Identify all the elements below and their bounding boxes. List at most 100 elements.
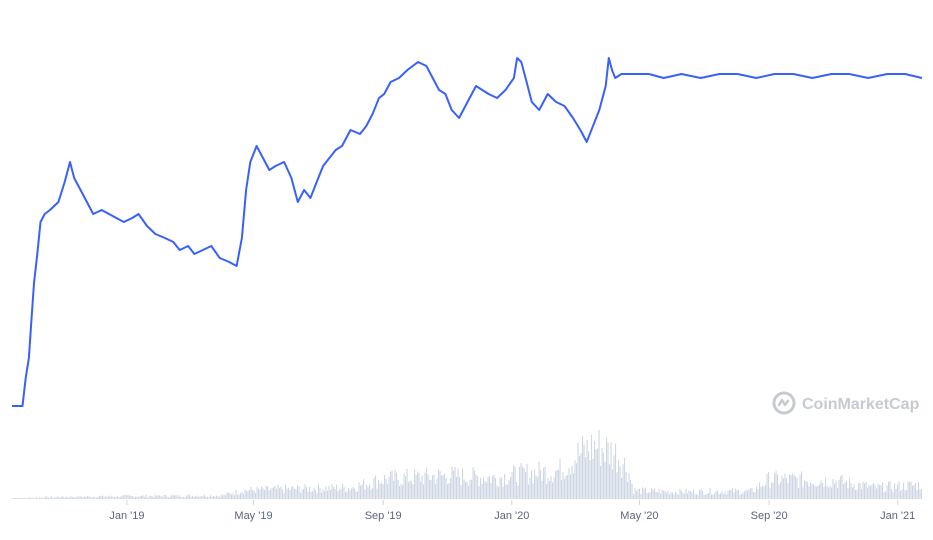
volume-bar	[159, 495, 161, 499]
volume-bar	[615, 443, 617, 499]
volume-bar	[787, 483, 789, 499]
volume-bar	[793, 475, 795, 499]
volume-bar	[133, 497, 135, 499]
volume-bar	[424, 472, 426, 499]
volume-bar	[352, 487, 354, 499]
volume-bar	[339, 489, 341, 499]
volume-bar	[135, 496, 137, 499]
volume-bar	[252, 489, 254, 499]
volume-bar	[570, 474, 572, 499]
volume-bar	[49, 497, 51, 499]
volume-bar	[537, 477, 539, 499]
volume-bar	[439, 470, 441, 499]
volume-bar	[859, 483, 861, 499]
volume-bar	[402, 485, 404, 499]
volume-bar	[684, 493, 686, 499]
volume-bar	[885, 491, 887, 499]
volume-bar	[649, 491, 651, 499]
volume-bar	[846, 480, 848, 499]
volume-bar	[114, 496, 116, 499]
volume-bar	[186, 495, 188, 499]
volume-bar	[463, 479, 465, 499]
volume-bar	[192, 495, 194, 499]
volume-bar	[435, 484, 437, 499]
watermark-text: CoinMarketCap	[802, 396, 920, 413]
volume-bar	[820, 480, 822, 499]
volume-bar	[711, 494, 713, 499]
volume-bar	[366, 484, 368, 499]
volume-bar	[484, 481, 486, 499]
volume-bar	[15, 498, 17, 499]
volume-bar	[309, 486, 311, 499]
volume-bar	[448, 483, 450, 499]
volume-bar	[12, 498, 14, 499]
volume-bar	[325, 486, 327, 499]
volume-bar	[25, 498, 27, 499]
volume-bar	[177, 496, 179, 499]
volume-bar	[637, 489, 639, 499]
volume-bar	[906, 490, 908, 499]
volume-bar	[340, 488, 342, 499]
volume-bar	[193, 497, 195, 499]
volume-bar	[408, 482, 410, 499]
volume-bar	[286, 488, 288, 499]
volume-bar	[187, 494, 189, 499]
volume-bar	[669, 494, 671, 499]
volume-bar	[523, 468, 525, 499]
volume-bar	[79, 495, 81, 499]
volume-bar	[51, 496, 53, 499]
volume-bar	[751, 488, 753, 499]
volume-bar	[919, 489, 921, 499]
volume-bar	[528, 484, 530, 499]
volume-bar	[550, 475, 552, 499]
volume-bar	[363, 479, 365, 499]
volume-bar	[316, 493, 318, 499]
volume-bar	[747, 490, 749, 499]
volume-bar	[715, 491, 717, 499]
volume-bar	[60, 497, 62, 499]
volume-bar	[471, 479, 473, 499]
volume-bar	[913, 484, 915, 499]
volume-bar	[519, 466, 521, 499]
volume-bar	[382, 484, 384, 499]
volume-bar	[310, 491, 312, 499]
volume-bar	[178, 494, 180, 499]
volume-bar	[33, 497, 35, 499]
volume-bar	[535, 475, 537, 499]
volume-bar	[573, 473, 575, 499]
volume-bar	[376, 488, 378, 499]
volume-bar	[343, 487, 345, 499]
volume-bar	[766, 473, 768, 499]
volume-bar	[703, 494, 705, 499]
volume-bar	[819, 484, 821, 499]
volume-bar	[736, 490, 738, 499]
volume-bar	[210, 495, 212, 499]
volume-bar	[804, 480, 806, 499]
volume-bar	[97, 496, 99, 499]
volume-bar	[295, 489, 297, 499]
volume-bar	[169, 496, 171, 499]
volume-bar	[436, 478, 438, 499]
volume-bar	[450, 478, 452, 499]
volume-bar	[750, 487, 752, 499]
volume-bar	[96, 497, 98, 499]
volume-bar	[636, 491, 638, 499]
volume-bar	[171, 495, 173, 499]
volume-bar	[354, 488, 356, 499]
volume-bar	[336, 484, 338, 499]
volume-bar	[595, 449, 597, 499]
volume-bar	[321, 492, 323, 499]
volume-bar	[781, 475, 783, 499]
volume-bar	[460, 484, 462, 499]
volume-bar	[100, 496, 102, 499]
volume-bar	[334, 489, 336, 499]
volume-bar	[294, 488, 296, 499]
volume-bar	[105, 496, 107, 499]
volume-bar	[505, 484, 507, 499]
volume-bar	[507, 484, 509, 499]
volume-bar	[837, 488, 839, 499]
volume-bar	[838, 479, 840, 499]
volume-bar	[876, 488, 878, 499]
volume-bar	[150, 495, 152, 499]
volume-bar	[453, 470, 455, 499]
